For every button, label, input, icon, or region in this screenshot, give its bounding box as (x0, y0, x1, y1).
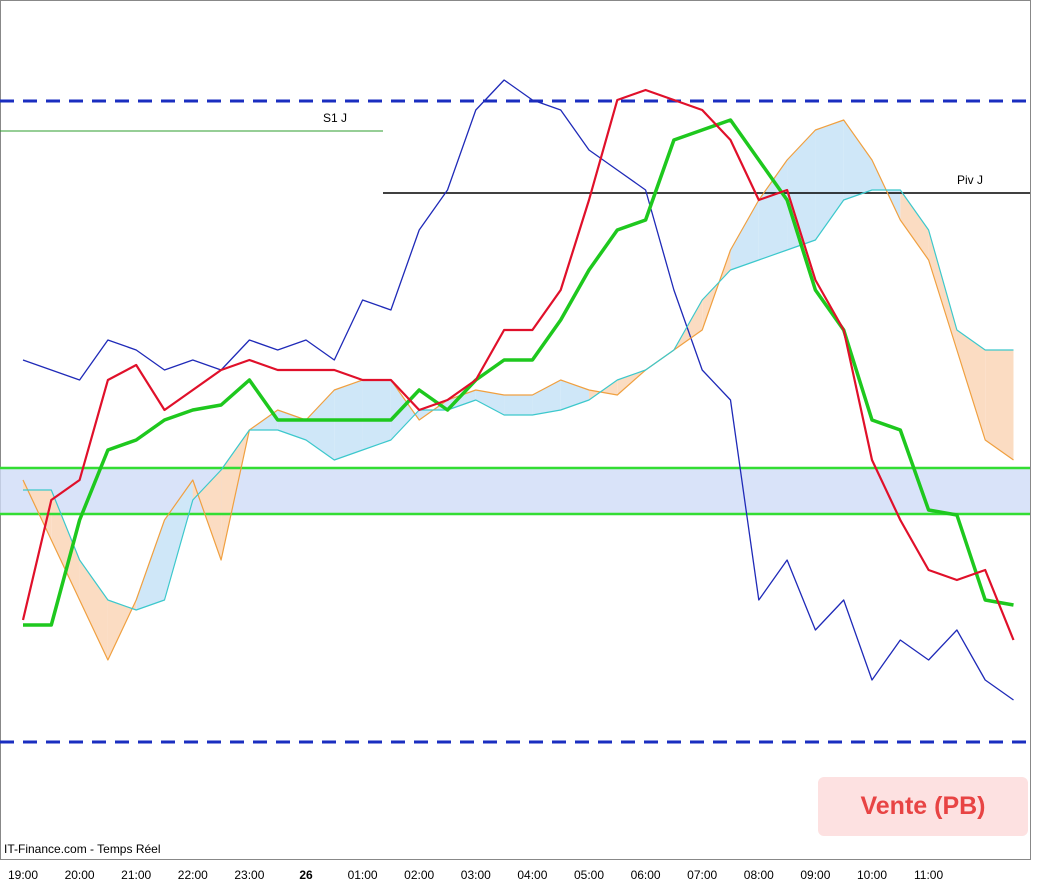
cloud-fill (362, 380, 391, 450)
cloud-fill (758, 160, 788, 260)
cloud-fill (136, 520, 165, 610)
x-tick-label: 06:00 (631, 868, 661, 882)
plot-border (0, 0, 1031, 860)
cloud-fill (985, 350, 1014, 460)
cloud-fill (815, 120, 844, 240)
x-tick-label: 23:00 (234, 868, 264, 882)
cloud-fill (928, 230, 957, 350)
x-tick-label: 11:00 (914, 868, 943, 882)
cloud-fill (79, 560, 108, 660)
x-tick-label: 07:00 (687, 868, 717, 882)
series-line (22, 79, 1014, 701)
series-line (23, 118, 1014, 627)
cloud-fill (730, 200, 759, 270)
x-tick-label: 04:00 (517, 868, 547, 882)
x-tick-label: 08:00 (744, 868, 774, 882)
x-tick-label: 05:00 (574, 868, 604, 882)
cloud-fill (956, 330, 986, 440)
level-label: Piv J (957, 173, 983, 187)
x-tick-label: 03:00 (461, 868, 491, 882)
source: IT-Finance.com - Temps Réel (4, 842, 161, 856)
cloud-fill (51, 490, 80, 600)
x-tick-label: 21:00 (121, 868, 151, 882)
cloud-fill (475, 390, 505, 415)
x-tick-label: 01:00 (348, 868, 378, 882)
x-tick-label: 19:00 (8, 868, 38, 882)
cloud-fill (532, 380, 561, 415)
level-label: S1 J (323, 111, 347, 125)
series-line (23, 189, 1014, 611)
cloud-fill (164, 480, 193, 600)
x-tick-label: 02:00 (404, 868, 434, 882)
x-tick-label: 20:00 (65, 868, 95, 882)
x-tick-label: 10:00 (857, 868, 887, 882)
cloud-fill (306, 390, 335, 460)
series-line (22, 119, 1014, 661)
cloud-fill (900, 190, 929, 260)
x-tick-label: 22:00 (178, 868, 208, 882)
x-tick-label: 09:00 (800, 868, 830, 882)
cloud-fill (504, 395, 533, 415)
band-fill (0, 468, 1030, 514)
signal-badge: Vente (PB) (818, 777, 1028, 836)
cloud-fill (390, 380, 420, 440)
cloud-fill (843, 120, 872, 200)
series-line (21, 88, 1015, 641)
x-tick-label: 26 (299, 868, 313, 882)
